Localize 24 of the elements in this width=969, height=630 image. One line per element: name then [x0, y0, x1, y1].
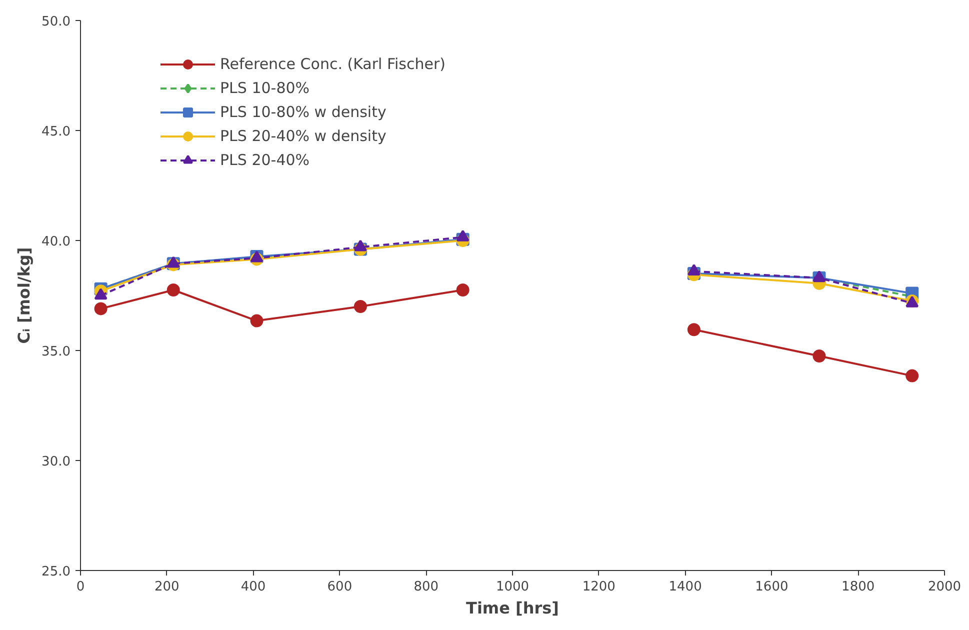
x-tick-label: 200	[154, 580, 180, 594]
x-tick-label: 1000	[496, 580, 530, 594]
legend-label: Reference Conc. (Karl Fischer)	[220, 55, 446, 73]
y-tick-label: 30.0	[42, 454, 71, 470]
legend-label: PLS 20-40%	[220, 151, 310, 169]
x-tick-label: 1800	[842, 580, 875, 594]
y-tick-label: 35.0	[42, 344, 71, 360]
x-tick-label: 800	[414, 580, 439, 594]
y-tick-label: 40.0	[42, 234, 71, 250]
y-tick-label: 45.0	[42, 124, 71, 140]
legend-label: PLS 20-40% w density	[220, 127, 386, 145]
x-tick-label: 1400	[668, 580, 702, 594]
x-tick-label: 1600	[755, 580, 788, 594]
x-tick-label: 1200	[582, 580, 616, 594]
legend-label: PLS 10-80% w density	[220, 103, 386, 121]
y-tick-label: 50.0	[42, 14, 71, 30]
y-axis-title: Cᵢ [mol/kg]	[14, 247, 34, 344]
x-tick-label: 400	[240, 580, 266, 594]
legend-label: PLS 10-80%	[220, 79, 310, 97]
y-tick-label: 25.0	[42, 564, 71, 580]
x-axis-title: Time [hrs]	[466, 598, 559, 618]
x-tick-label: 0	[76, 580, 85, 594]
x-tick-label: 2000	[928, 580, 962, 594]
x-tick-label: 600	[327, 580, 352, 594]
